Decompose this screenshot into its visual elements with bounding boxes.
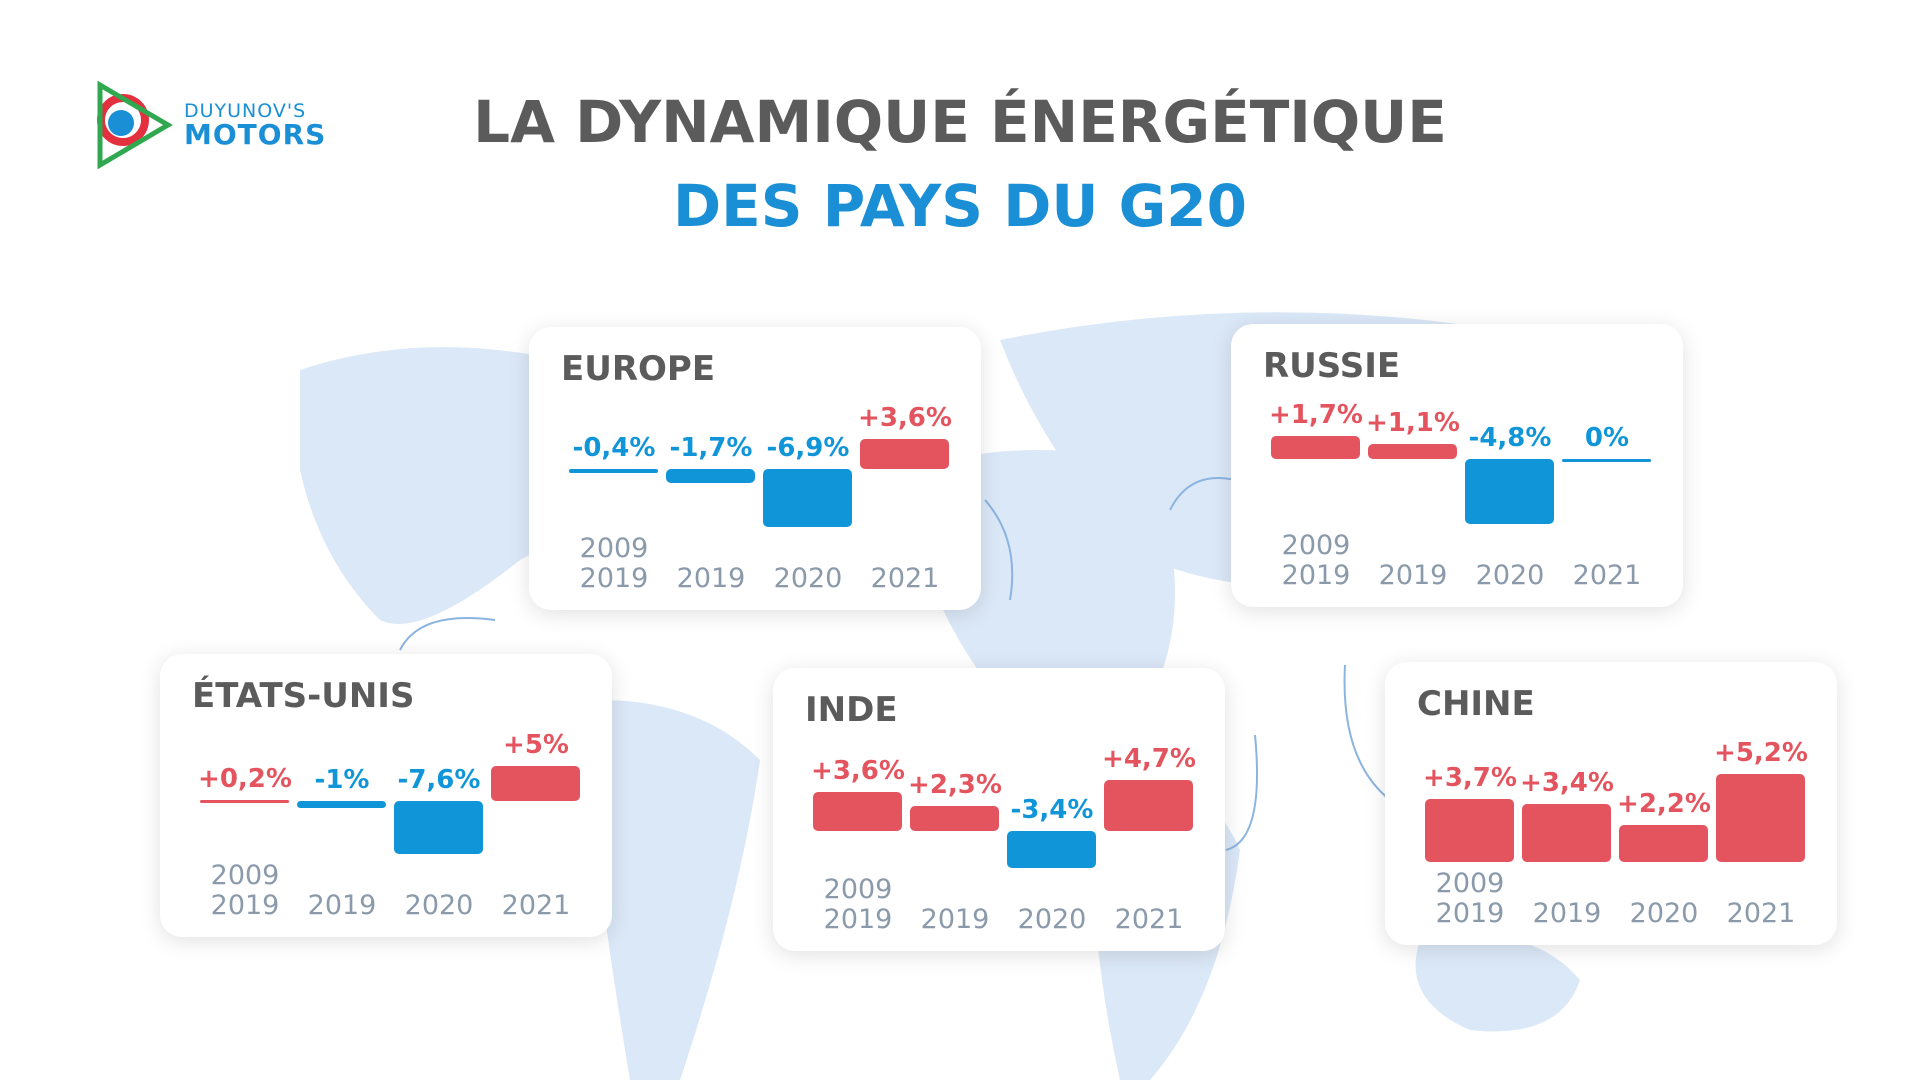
x-tick-label: 2009 2019 bbox=[579, 533, 649, 594]
value-label: +0,2% bbox=[198, 763, 292, 794]
value-label: +3,6% bbox=[811, 755, 905, 786]
chart-title: ÉTATS-UNIS bbox=[192, 676, 415, 716]
logo-text: MOTORS bbox=[184, 118, 327, 151]
value-label: +3,4% bbox=[1520, 768, 1614, 799]
value-label: 0% bbox=[1584, 423, 1630, 453]
bar bbox=[297, 800, 386, 808]
x-tick-label: 2021 bbox=[1572, 560, 1642, 591]
bar bbox=[1368, 444, 1457, 459]
value-label: +3,6% bbox=[858, 403, 952, 433]
x-tick-label: 2019 bbox=[1532, 898, 1602, 929]
bar bbox=[860, 439, 949, 470]
title: LA DYNAMIQUE ÉNERGÉTIQUE bbox=[473, 88, 1447, 156]
value-label: -7,6% bbox=[397, 764, 481, 795]
bar bbox=[1619, 824, 1708, 862]
bar bbox=[910, 806, 999, 832]
value-label: +4,7% bbox=[1102, 744, 1196, 774]
value-label: -3,4% bbox=[1010, 795, 1094, 826]
x-tick-label: 2009 2019 bbox=[823, 874, 893, 935]
x-tick-label: 2019 bbox=[307, 890, 377, 921]
x-tick-label: 2020 bbox=[404, 890, 474, 921]
chart-card: RUSSIE +1,7% 2009 2019 +1,1% 2019 -4,8% 2020 0%… bbox=[1231, 324, 1683, 607]
bar bbox=[569, 469, 658, 473]
value-label: +2,2% bbox=[1617, 788, 1711, 819]
bar bbox=[491, 766, 580, 801]
bar bbox=[1562, 459, 1651, 462]
x-tick-label: 2021 bbox=[501, 890, 571, 921]
value-label: +5,2% bbox=[1714, 738, 1808, 768]
x-tick-label: 2009 2019 bbox=[1281, 530, 1351, 591]
chart-card: INDE +3,6% 2009 2019 +2,3% 2019 -3,4% 2020 +4,7… bbox=[773, 668, 1225, 951]
x-tick-label: 2020 bbox=[1017, 904, 1087, 935]
chart-title: CHINE bbox=[1417, 684, 1535, 724]
bar bbox=[813, 791, 902, 832]
chart-card: ÉTATS-UNIS +0,2% 2009 2019 -1% 2019 -7,6% 2020… bbox=[160, 654, 612, 937]
value-label: +3,7% bbox=[1423, 763, 1517, 794]
x-tick-label: 2021 bbox=[870, 563, 940, 594]
x-tick-label: 2019 bbox=[676, 563, 746, 594]
chart-title: EUROPE bbox=[561, 349, 716, 389]
value-label: -1,7% bbox=[669, 433, 753, 464]
value-label: +1,1% bbox=[1366, 408, 1460, 439]
x-tick-label: 2019 bbox=[920, 904, 990, 935]
logo-text: DUYUNOV'S bbox=[184, 100, 307, 122]
bar bbox=[666, 469, 755, 484]
bar bbox=[1522, 804, 1611, 862]
subtitle: DES PAYS DU G20 bbox=[673, 172, 1247, 240]
value-label: +2,3% bbox=[908, 770, 1002, 801]
x-tick-label: 2021 bbox=[1114, 904, 1184, 935]
bar bbox=[763, 469, 852, 527]
bar bbox=[1716, 774, 1805, 862]
x-tick-label: 2020 bbox=[1475, 560, 1545, 591]
x-tick-label: 2009 2019 bbox=[210, 860, 280, 921]
value-label: -6,9% bbox=[766, 433, 850, 464]
chart-title: INDE bbox=[805, 690, 898, 730]
value-label: +5% bbox=[503, 730, 569, 760]
bar bbox=[1271, 436, 1360, 459]
bar bbox=[394, 800, 483, 854]
x-tick-label: 2020 bbox=[773, 563, 843, 594]
bar bbox=[1104, 780, 1193, 832]
chart-card: EUROPE -0,4% 2009 2019 -1,7% 2019 -6,9% 2020 +3… bbox=[529, 327, 981, 610]
value-label: -0,4% bbox=[572, 433, 656, 464]
chart-card: CHINE +3,7% 2009 2019 +3,4% 2019 +2,2% 2020 +5,… bbox=[1385, 662, 1837, 945]
x-tick-label: 2021 bbox=[1726, 898, 1796, 929]
bar bbox=[1465, 459, 1554, 524]
chart-title: RUSSIE bbox=[1263, 346, 1401, 386]
logo-icon bbox=[97, 80, 173, 170]
value-label: -1% bbox=[314, 764, 370, 795]
value-label: -4,8% bbox=[1468, 423, 1552, 453]
bar bbox=[1425, 799, 1514, 862]
x-tick-label: 2009 2019 bbox=[1435, 868, 1505, 929]
bar bbox=[1007, 831, 1096, 868]
value-label: +1,7% bbox=[1269, 400, 1363, 430]
x-tick-label: 2020 bbox=[1629, 898, 1699, 929]
x-tick-label: 2019 bbox=[1378, 560, 1448, 591]
bar bbox=[200, 799, 289, 803]
